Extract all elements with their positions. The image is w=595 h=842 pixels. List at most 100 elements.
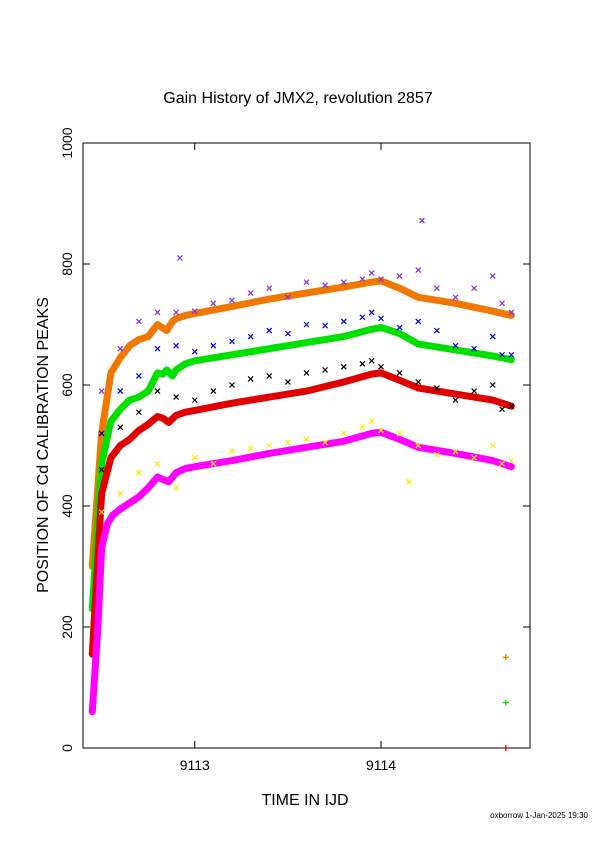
scatter-point xyxy=(340,318,347,325)
scatter-point xyxy=(452,294,459,301)
series-point xyxy=(166,420,172,426)
scatter-point xyxy=(406,478,412,485)
scatter-point xyxy=(229,448,235,455)
scatter-point xyxy=(378,315,384,322)
scatter-point xyxy=(173,484,180,491)
series-point xyxy=(490,353,496,359)
scatter-point xyxy=(154,388,161,394)
series-0 xyxy=(88,277,515,570)
scatter-point xyxy=(508,351,515,358)
series-point xyxy=(182,312,188,318)
scatter-point xyxy=(368,309,375,316)
scatter-point xyxy=(508,309,515,316)
series-point xyxy=(453,391,458,397)
y-tick-label: 1000 xyxy=(59,127,75,158)
series-point xyxy=(99,545,105,551)
series-point xyxy=(136,337,142,343)
scatter-point xyxy=(229,382,235,388)
series-6 xyxy=(98,357,515,473)
series-point xyxy=(145,388,151,394)
scatter-point xyxy=(415,379,422,385)
scatter-point xyxy=(340,279,347,286)
scatter-point xyxy=(368,357,375,364)
scatter-point xyxy=(489,273,496,280)
series-point xyxy=(192,407,198,413)
scatter-point xyxy=(98,388,105,394)
plus-point xyxy=(502,699,509,706)
series-point xyxy=(304,388,309,394)
series-point xyxy=(169,318,175,324)
series-point xyxy=(192,464,198,470)
series-point xyxy=(155,370,160,376)
series-point xyxy=(453,300,458,306)
scatter-point xyxy=(415,442,422,449)
series-point xyxy=(173,367,179,373)
series-point xyxy=(99,461,105,467)
scatter-point xyxy=(396,369,403,376)
series-point xyxy=(127,500,133,506)
scatter-point xyxy=(359,314,366,321)
scatter-point xyxy=(117,490,124,497)
scatter-point xyxy=(359,360,366,367)
scatter-point xyxy=(378,276,384,283)
series-point xyxy=(164,328,170,334)
series-point xyxy=(266,296,272,302)
series-point xyxy=(192,358,198,364)
series-point xyxy=(229,400,235,406)
scatter-point xyxy=(471,285,478,292)
scatter-point xyxy=(284,294,291,301)
series-point xyxy=(397,331,403,337)
series-point xyxy=(160,415,166,421)
series-point xyxy=(155,413,160,419)
scatter-point xyxy=(210,460,217,467)
scatter-point xyxy=(117,345,124,352)
scatter-point xyxy=(433,327,440,334)
scatter-point xyxy=(284,379,291,385)
series-point xyxy=(378,370,384,376)
series-line xyxy=(88,277,515,570)
series-point xyxy=(341,438,347,444)
series-point xyxy=(136,394,142,400)
scatter-point xyxy=(247,333,254,340)
series-point xyxy=(229,352,235,358)
scatter-point xyxy=(173,342,180,349)
scatter-point xyxy=(452,397,459,404)
scatter-point xyxy=(368,270,375,276)
series-point xyxy=(155,474,160,480)
series-point xyxy=(145,485,151,491)
scatter-point xyxy=(135,469,142,476)
series-point xyxy=(155,322,160,327)
scatter-point xyxy=(471,454,478,461)
scatter-point xyxy=(499,460,505,467)
series-8 xyxy=(502,654,509,661)
series-point xyxy=(182,409,188,415)
series-point xyxy=(117,443,123,448)
scatter-point xyxy=(359,276,366,283)
scatter-point xyxy=(229,297,235,304)
series-point xyxy=(127,397,133,403)
scatter-point xyxy=(173,309,180,316)
scatter-point xyxy=(508,403,515,410)
series-point xyxy=(173,470,179,476)
scatter-point xyxy=(340,430,347,437)
scatter-point xyxy=(340,363,347,370)
scatter-point xyxy=(378,427,384,434)
scatter-point xyxy=(471,345,478,352)
series-7 xyxy=(98,418,515,515)
series-point xyxy=(397,436,403,442)
series-point xyxy=(104,521,110,527)
series-point xyxy=(117,355,123,361)
series-point xyxy=(145,421,151,427)
series-point xyxy=(304,290,309,296)
series-point xyxy=(173,315,179,321)
scatter-point xyxy=(452,448,459,455)
series-point xyxy=(266,394,272,400)
series-1 xyxy=(88,324,515,613)
series-point xyxy=(490,397,496,403)
scatter-point xyxy=(368,418,375,425)
series-point xyxy=(508,357,514,363)
series-point xyxy=(89,709,95,715)
series-point xyxy=(127,343,133,349)
scatter-point xyxy=(173,394,180,401)
scatter-point xyxy=(247,445,254,452)
